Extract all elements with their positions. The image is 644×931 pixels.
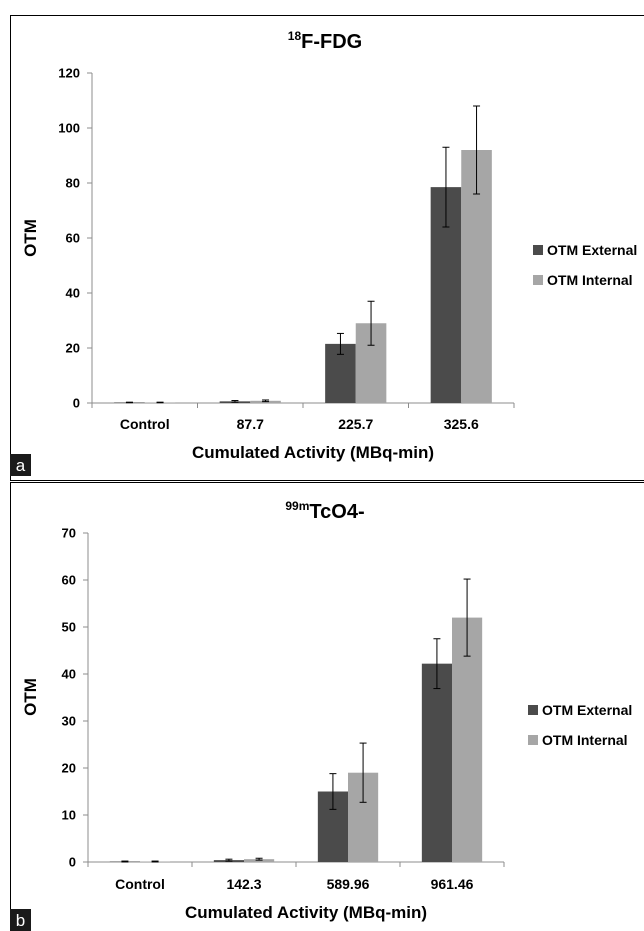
x-tick-label: 87.7	[237, 416, 264, 432]
y-axis-title: OTM	[21, 219, 40, 257]
x-axis-title: Cumulated Activity (MBq-min)	[192, 443, 434, 462]
y-tick-label: 70	[62, 526, 76, 541]
y-tick-label: 80	[66, 176, 80, 191]
panel-frame	[10, 482, 644, 931]
chart-panel-b: 99mTcO4- 0 10 20 30 40 50 60 70 Control 142.3 589.9…	[10, 482, 644, 931]
x-tick-label: 325.6	[444, 416, 479, 432]
y-tick-label: 0	[69, 855, 76, 870]
legend-label: OTM Internal	[542, 732, 628, 748]
panel-label: b	[16, 911, 25, 930]
legend-label: OTM External	[547, 242, 637, 258]
chart-title-superscript: 18	[288, 29, 302, 43]
y-tick-label: 40	[66, 286, 80, 301]
legend: OTM External OTM Internal	[528, 702, 632, 748]
x-tick-label: 589.96	[327, 876, 370, 892]
y-tick-label: 20	[66, 341, 80, 356]
panel-label-box	[10, 454, 31, 476]
bar-external	[421, 663, 452, 862]
chart-title-main: TcO4-	[309, 501, 364, 523]
chart-title: 99mTcO4-	[285, 499, 364, 523]
legend-swatch	[533, 245, 543, 255]
y-tick-label: 120	[58, 66, 80, 81]
legend-label: OTM Internal	[547, 272, 633, 288]
chart-title-main: F-FDG	[301, 31, 362, 53]
panel-frame	[10, 15, 644, 481]
y-tick-label: 0	[73, 396, 80, 411]
legend-swatch	[533, 275, 543, 285]
legend: OTM External OTM Internal	[533, 242, 637, 288]
y-tick-label: 60	[66, 231, 80, 246]
x-tick-label: 961.46	[431, 876, 474, 892]
legend-swatch	[528, 735, 538, 745]
y-axis-title: OTM	[21, 678, 40, 716]
x-tick-label: Control	[120, 416, 170, 432]
y-tick-label: 100	[58, 121, 80, 136]
x-tick-label: Control	[115, 876, 165, 892]
bar-internal	[452, 617, 483, 862]
y-tick-label: 30	[62, 714, 76, 729]
x-axis-title: Cumulated Activity (MBq-min)	[185, 903, 427, 922]
legend-label: OTM External	[542, 702, 632, 718]
y-tick-label: 20	[62, 761, 76, 776]
y-tick-label: 50	[62, 620, 76, 635]
y-tick-label: 60	[62, 573, 76, 588]
chart-title-superscript: 99m	[285, 499, 309, 513]
panel-label-box	[10, 909, 31, 931]
y-tick-label: 40	[62, 667, 76, 682]
x-tick-label: 142.3	[226, 876, 261, 892]
panel-label: a	[16, 456, 26, 475]
legend-swatch	[528, 705, 538, 715]
chart-title: 18F-FDG	[288, 29, 362, 53]
y-tick-label: 10	[62, 808, 76, 823]
x-tick-label: 225.7	[338, 416, 373, 432]
chart-panel-a: 18F-FDG 0 20 40 60 80 100 120 Control 87.7 225.7 32…	[10, 15, 644, 481]
